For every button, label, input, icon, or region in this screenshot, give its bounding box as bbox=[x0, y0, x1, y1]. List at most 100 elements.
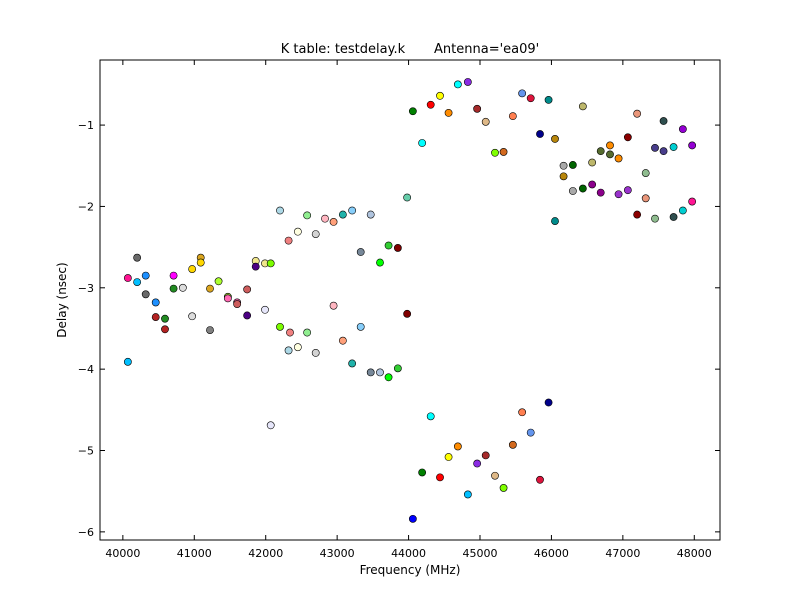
data-point bbox=[206, 284, 214, 293]
data-point bbox=[669, 143, 678, 151]
data-point bbox=[614, 154, 623, 163]
x-tick-label: 48000 bbox=[677, 547, 712, 560]
data-point bbox=[188, 312, 197, 321]
data-point bbox=[659, 147, 668, 156]
data-point bbox=[133, 253, 142, 262]
data-point bbox=[463, 78, 472, 86]
data-point bbox=[161, 325, 169, 334]
y-tick-label: −2 bbox=[78, 200, 94, 213]
x-tick-label: 43000 bbox=[320, 547, 355, 560]
data-point bbox=[161, 314, 169, 323]
data-point bbox=[141, 290, 150, 299]
data-point bbox=[418, 139, 427, 147]
data-point bbox=[473, 104, 482, 113]
data-point bbox=[169, 284, 178, 293]
data-point bbox=[243, 311, 252, 320]
data-point bbox=[481, 117, 490, 126]
data-point bbox=[463, 490, 472, 499]
data-point bbox=[293, 227, 302, 236]
data-point bbox=[261, 305, 269, 314]
x-tick-label: 45000 bbox=[463, 547, 498, 560]
data-point bbox=[651, 143, 659, 152]
data-point bbox=[669, 213, 678, 221]
data-point bbox=[596, 188, 605, 197]
data-point bbox=[321, 214, 329, 223]
data-point bbox=[453, 442, 462, 451]
data-point bbox=[606, 150, 614, 159]
data-point bbox=[243, 285, 252, 294]
y-tick-label: −3 bbox=[78, 282, 94, 295]
data-point bbox=[408, 514, 417, 523]
data-point bbox=[544, 95, 553, 104]
data-point bbox=[348, 359, 357, 368]
data-point bbox=[188, 265, 197, 273]
data-point bbox=[596, 147, 605, 156]
x-tick-label: 42000 bbox=[248, 547, 283, 560]
x-tick-label: 47000 bbox=[605, 547, 640, 560]
data-point bbox=[426, 100, 435, 109]
data-point bbox=[678, 206, 687, 215]
data-point bbox=[338, 336, 347, 345]
data-point bbox=[551, 135, 559, 143]
data-point bbox=[376, 258, 384, 267]
data-point bbox=[508, 440, 517, 449]
data-point bbox=[491, 471, 499, 480]
data-point bbox=[499, 484, 508, 492]
data-point bbox=[366, 210, 375, 219]
data-point bbox=[426, 412, 435, 421]
data-point bbox=[588, 158, 597, 167]
data-point bbox=[223, 294, 232, 303]
data-point bbox=[178, 283, 187, 292]
data-point bbox=[578, 184, 587, 193]
data-point bbox=[606, 141, 614, 150]
data-point bbox=[196, 258, 205, 267]
data-point bbox=[444, 453, 453, 461]
data-point bbox=[123, 357, 132, 366]
y-tick-label: −1 bbox=[78, 119, 94, 132]
points-layer bbox=[123, 78, 697, 523]
data-point bbox=[559, 172, 568, 181]
chart-title: K table: testdelay.k Antenna='ea09' bbox=[281, 42, 540, 57]
ticks-layer: 40000 41000 42000 43000 44000 45000 46000 47000… bbox=[78, 60, 720, 560]
data-point bbox=[444, 108, 453, 117]
data-point bbox=[688, 197, 697, 206]
data-point bbox=[578, 102, 587, 111]
data-point bbox=[169, 271, 178, 280]
data-point bbox=[623, 186, 632, 195]
data-point bbox=[418, 468, 427, 477]
data-point bbox=[151, 298, 160, 307]
data-point bbox=[266, 259, 275, 268]
data-point bbox=[348, 206, 357, 215]
data-point bbox=[206, 326, 214, 335]
data-point bbox=[376, 368, 384, 377]
data-point bbox=[518, 89, 527, 98]
data-point bbox=[453, 80, 462, 89]
data-point bbox=[284, 236, 293, 245]
data-point bbox=[559, 161, 568, 170]
data-point bbox=[251, 262, 260, 271]
data-point bbox=[499, 148, 508, 156]
data-point bbox=[526, 428, 535, 437]
data-point bbox=[436, 473, 444, 482]
data-point bbox=[311, 230, 320, 239]
data-point bbox=[151, 313, 160, 321]
data-point bbox=[356, 248, 365, 256]
data-point bbox=[266, 421, 275, 430]
data-point bbox=[508, 112, 517, 121]
data-point bbox=[651, 214, 659, 223]
data-point bbox=[393, 244, 402, 252]
data-point bbox=[384, 241, 393, 250]
data-point bbox=[214, 277, 223, 286]
data-point bbox=[481, 451, 490, 460]
data-point bbox=[276, 322, 284, 331]
data-point bbox=[623, 133, 632, 142]
data-point bbox=[384, 373, 393, 382]
data-point bbox=[303, 211, 312, 220]
x-tick-label: 41000 bbox=[177, 547, 212, 560]
data-point bbox=[436, 91, 444, 100]
data-point bbox=[366, 368, 375, 377]
data-point bbox=[614, 190, 623, 199]
data-point bbox=[536, 130, 544, 138]
data-point bbox=[688, 141, 697, 150]
data-point bbox=[408, 107, 417, 116]
